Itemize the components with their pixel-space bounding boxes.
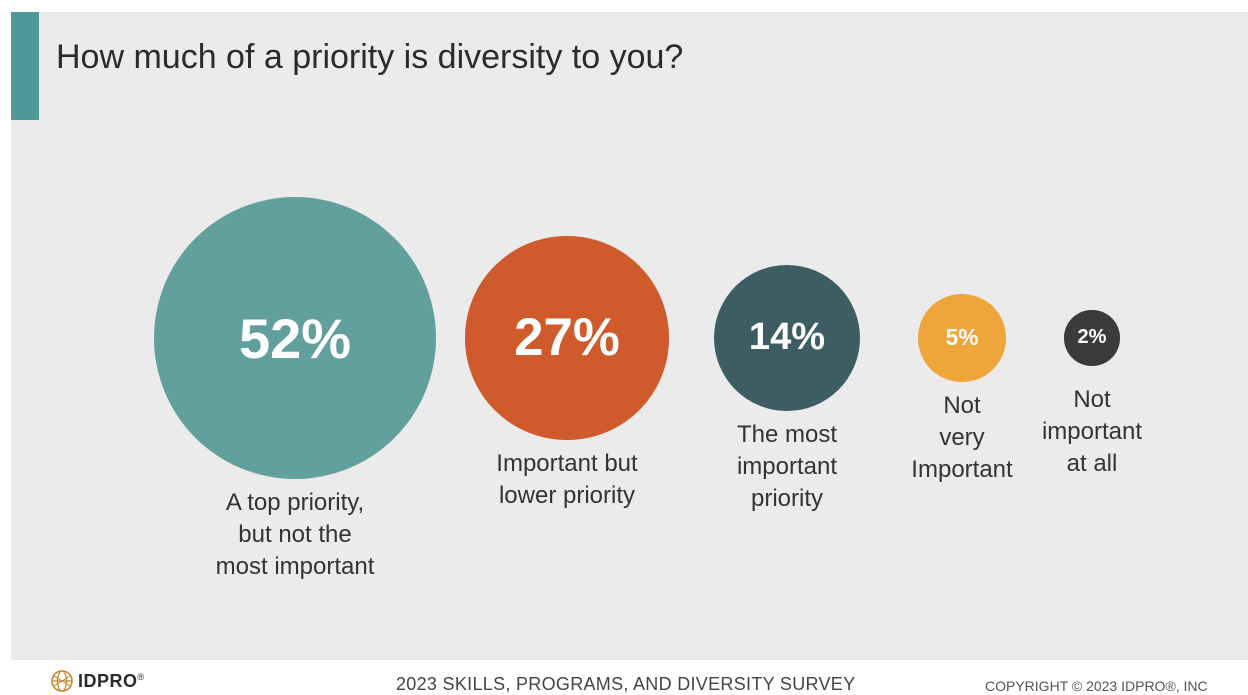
category-label-line: at all	[1066, 449, 1118, 477]
bubble-category-label: Not important at all	[1042, 384, 1142, 480]
category-label-line: most important	[215, 553, 375, 580]
bubble-category-label: Not very Important	[911, 390, 1012, 486]
idpro-logo: IDPRO®	[50, 668, 145, 694]
bubble-category-label: Important but lower priority	[496, 448, 637, 512]
bubble-value-label: 52%	[238, 306, 352, 370]
slide-panel: How much of a priority is diversity to y…	[11, 12, 1248, 660]
category-label-line: Important but	[496, 449, 638, 477]
category-label-line: very	[939, 423, 985, 451]
copyright-notice: COPYRIGHT © 2023 IDPRO®, INC	[985, 678, 1208, 694]
title-accent-bar	[11, 12, 39, 120]
bubble-2-percent: 2%	[1064, 310, 1120, 366]
bubble-14-percent: 14%	[713, 264, 861, 412]
category-label-line: important	[736, 453, 838, 481]
bubble-category-label: The most important priority	[737, 419, 837, 515]
idpro-globe-icon	[51, 670, 73, 692]
category-label-line: The most	[736, 421, 838, 449]
slide-title: How much of a priority is diversity to y…	[56, 38, 684, 76]
bubble-value-label: 27%	[514, 308, 620, 368]
bubble-value-label: 14%	[748, 316, 826, 359]
category-label-line: A top priority,	[225, 489, 365, 516]
logo-registered-mark: ®	[137, 671, 145, 682]
logo-text: IDPRO	[78, 670, 138, 691]
bubble-value-label: 2%	[1077, 326, 1107, 349]
footer: IDPRO® 2023 SKILLS, PROGRAMS, AND DIVERS…	[0, 660, 1248, 694]
bubble-value-label: 5%	[945, 324, 979, 351]
survey-name: 2023 SKILLS, PROGRAMS, AND DIVERSITY SUR…	[396, 674, 856, 694]
bubble-52-percent: 52%	[154, 197, 436, 479]
category-label-line: priority	[750, 485, 824, 513]
category-label-line: Not	[1073, 385, 1111, 413]
category-label-line: Not	[943, 391, 981, 419]
bubble-5-percent: 5%	[918, 294, 1006, 382]
bubble-category-label: A top priority, but not the most important	[216, 487, 375, 583]
bubble-27-percent: 27%	[465, 236, 669, 440]
category-label-line: but not the	[238, 521, 352, 548]
category-label-line: lower priority	[498, 481, 636, 509]
category-label-line: important	[1041, 417, 1143, 445]
category-label-line: Important	[911, 455, 1013, 483]
